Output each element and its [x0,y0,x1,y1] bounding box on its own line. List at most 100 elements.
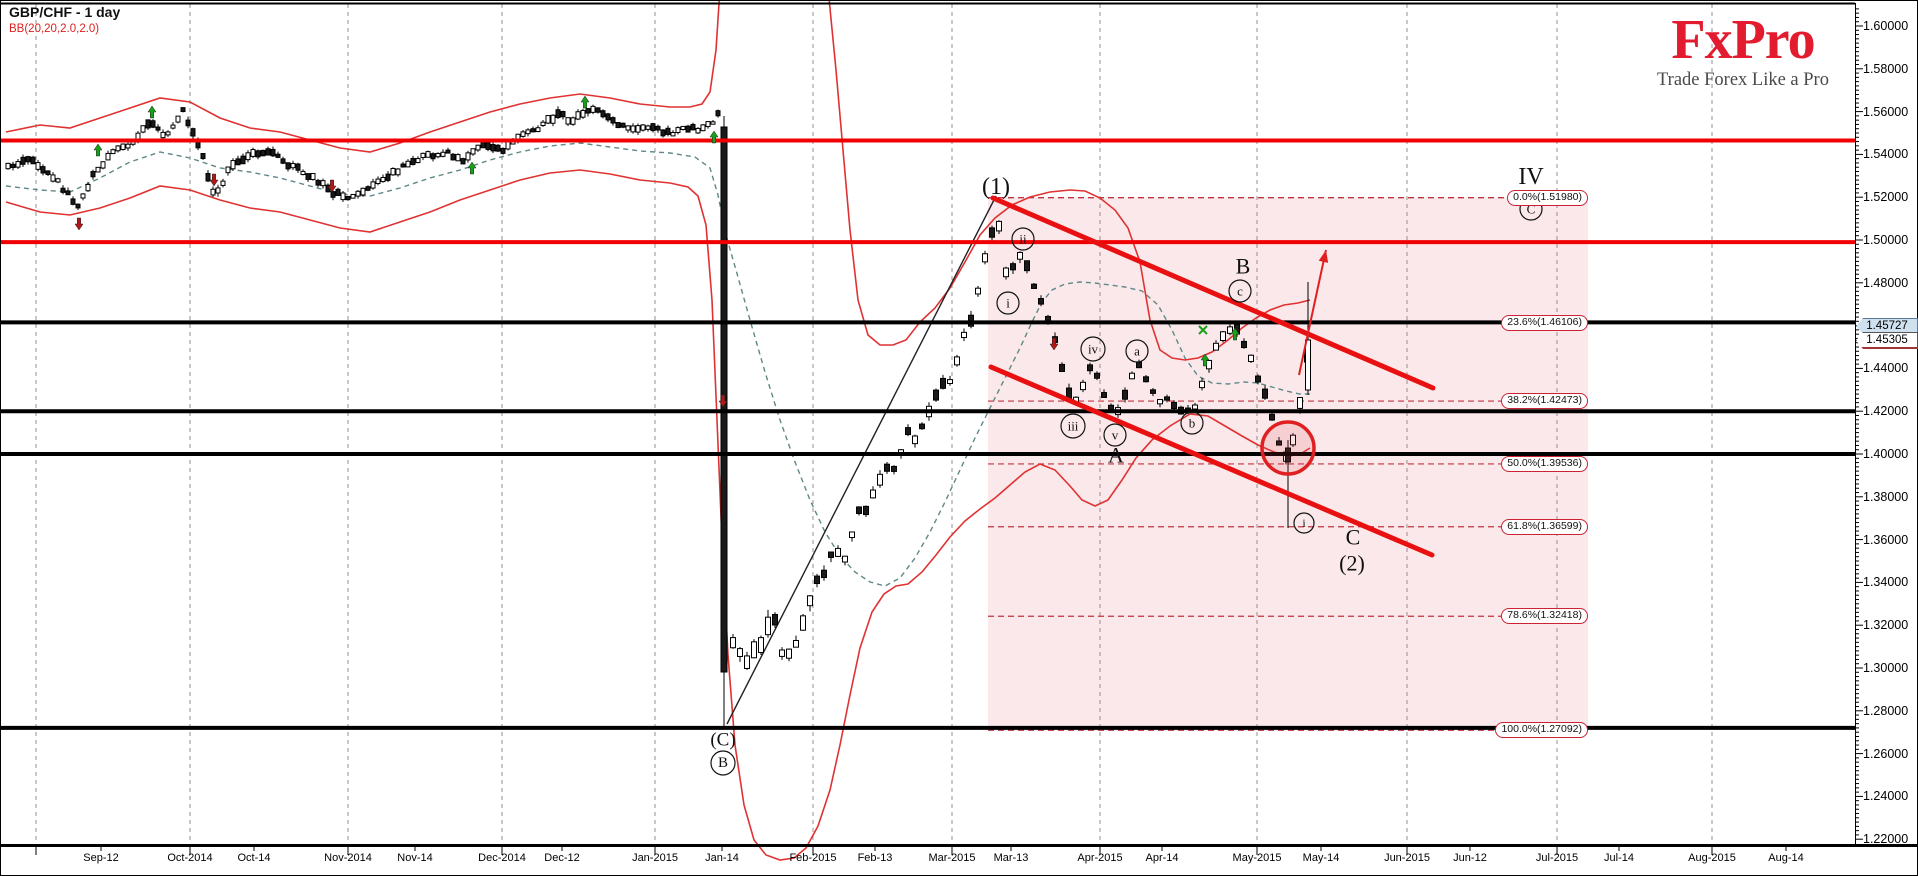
candle-down [330,191,336,198]
candle-down [265,148,271,156]
candle-up [290,163,296,169]
candle-up [793,639,799,648]
candle-down [65,190,71,196]
candle-up [165,131,171,136]
candle-down [430,153,436,160]
candle-down [280,158,286,164]
price-axis-label: 1.50000 [1863,233,1909,247]
candle-down [1087,364,1093,372]
time-axis-label: Aug-2015 [1688,852,1736,864]
candle-down [25,156,31,163]
candle-up [670,132,676,137]
candle-up [85,184,91,192]
candle-up [210,188,216,196]
candle-up [947,379,953,385]
time-axis-label: May-2015 [1232,852,1282,864]
candle-down [1171,401,1177,410]
candle-down [180,107,186,113]
fib-level-label[interactable]: 100.0%(1.27092) [1495,722,1588,739]
fib-level-label[interactable]: 61.8%(1.36599) [1501,518,1588,535]
candle-down [891,465,897,472]
candle-up [849,531,855,539]
price-axis-label: 1.38000 [1863,489,1909,504]
buy-arrow-marker [580,95,590,109]
candle-down [285,162,291,170]
wave-label: i [1006,296,1010,311]
candle-up [705,121,711,128]
wave-label: ii [1019,232,1027,247]
candle-down [145,119,151,129]
candle-down [255,150,261,158]
candle-down [605,113,611,121]
wave-label-circle [1180,411,1204,435]
time-axis-label: Oct-14 [237,852,271,864]
price-axis-label: 1.42000 [1863,404,1909,419]
candle-down [856,506,862,515]
candle-down [40,166,46,174]
candle-up [565,117,571,125]
candle-up [730,637,736,649]
candle-down [490,144,496,152]
candle-down [560,111,566,118]
fib-level-label[interactable]: 50.0%(1.39536) [1501,455,1588,472]
candle-down [70,198,76,205]
candle-up [350,193,356,199]
buy-arrow-marker [709,130,719,144]
candle-up [1248,354,1254,362]
time-axis-label: Jun-12 [1453,852,1487,864]
candle-up [590,105,596,113]
buy-arrow-marker [147,105,157,119]
candle-up [535,127,541,133]
time-axis-label: Sep-12 [83,852,119,864]
candle-up [50,174,56,182]
candle-down [905,427,911,436]
bollinger-upper-band [5,0,1311,361]
symbol-title: GBP/CHF - 1 day [9,4,121,20]
wave-label: IV [1518,164,1544,190]
candle-up [1290,434,1296,446]
time-axis-label: Dec-2014 [478,852,526,864]
candle-down [919,423,925,430]
sell-arrow-marker [209,173,219,187]
fib-level-label[interactable]: 23.6%(1.46106) [1501,315,1588,332]
candle-up [996,220,1002,232]
time-axis-label: Jan-2015 [632,852,678,864]
time-axis-label: Mar-2015 [928,852,976,864]
wave-label-circle [1103,423,1127,447]
sell-arrow-marker [74,217,84,231]
candle-up [737,648,743,657]
candle-up [15,161,21,168]
candle-up [680,125,686,131]
price-axis-label: 1.28000 [1863,703,1909,718]
time-axis-label: Jul-2015 [1535,852,1579,864]
time-axis-label: Aug-14 [1768,852,1804,864]
time-axis-label: Nov-2014 [324,852,372,864]
fib-level-label[interactable]: 38.2%(1.42473) [1501,393,1588,410]
candle-down [445,149,451,154]
time-axis-label: Jul-14 [1604,852,1634,864]
current-price-badge: 1.45305 [1856,332,1918,349]
candle-down [821,569,827,579]
wave-label: C [1527,202,1536,217]
candle-down [1101,392,1107,398]
wave-label: a [1134,344,1140,359]
candle-down [615,121,621,129]
wave-label: B [718,755,728,771]
candle-up [550,114,556,124]
candle-down [155,126,161,131]
candle-up [95,166,101,173]
candle-up [505,141,511,150]
price-axis-label: 1.24000 [1863,789,1909,804]
wave-label: A [1108,443,1124,468]
fib-level-label[interactable]: 0.0%(1.51980) [1507,189,1588,206]
wave-label-circle [1080,336,1106,362]
wave-label: (1) [982,174,1010,200]
fib-level-label[interactable]: 78.6%(1.32418) [1501,608,1588,625]
candle-up [100,161,106,169]
candle-down [335,188,341,196]
candle-up [695,127,701,134]
candle-down [1136,361,1142,369]
candle-down [1122,389,1128,400]
candle-down [884,463,890,472]
